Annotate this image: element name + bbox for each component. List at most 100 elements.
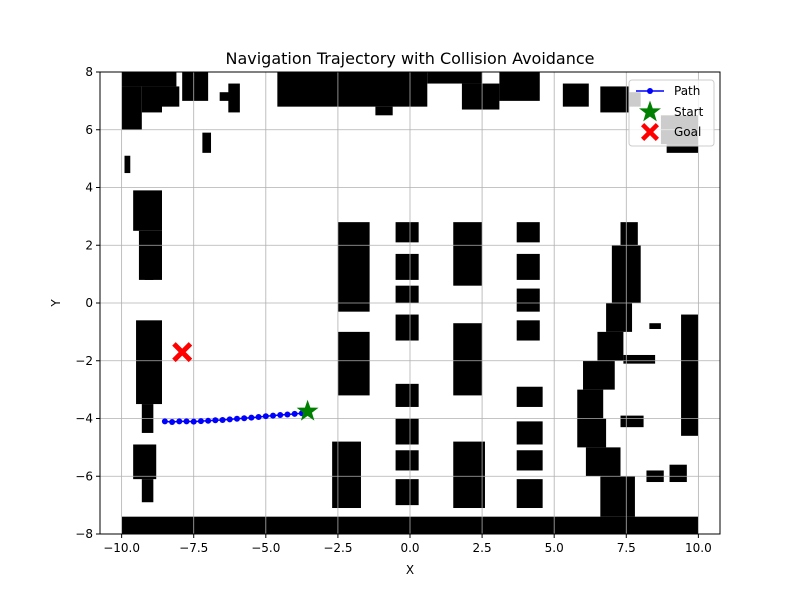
- obstacle-cell: [337, 222, 370, 312]
- obstacle-cell: [124, 155, 131, 174]
- x-tick-label: −10.0: [103, 541, 140, 555]
- legend-path-label: Path: [674, 84, 700, 98]
- obstacle-cell: [516, 222, 540, 243]
- obstacle-cell: [516, 320, 540, 341]
- obstacle-cell: [202, 132, 212, 153]
- y-tick-label: 4: [85, 181, 93, 195]
- obstacle-cell: [453, 323, 483, 396]
- y-tick-label: −2: [75, 354, 93, 368]
- path-point: [255, 414, 262, 421]
- legend-start-label: Start: [674, 105, 704, 119]
- obstacle-cell: [597, 331, 624, 361]
- obstacle-cell: [600, 476, 635, 517]
- axis-ticks: −10.0 −7.5 −5.0 −2.5 0.0 2.5 5.0 7.5 10.0 −8 −6 −4 −…: [75, 65, 711, 555]
- obstacle-cell: [182, 72, 209, 101]
- obstacle-cell: [395, 450, 419, 471]
- obstacle-cell: [620, 415, 644, 428]
- obstacle-cell: [577, 418, 607, 448]
- path-series: [161, 408, 310, 425]
- path-point: [248, 414, 255, 421]
- path-point: [262, 413, 269, 420]
- path-point: [233, 415, 240, 422]
- path-point: [169, 418, 176, 425]
- obstacle-cell: [332, 441, 361, 509]
- x-tick-label: 10.0: [685, 541, 712, 555]
- obstacle-cell: [395, 479, 419, 506]
- path-point: [183, 418, 190, 425]
- x-tick-label: 0.0: [400, 541, 419, 555]
- obstacle-cell: [453, 441, 485, 509]
- legend: Path Start Goal: [628, 79, 715, 147]
- x-tick-label: 7.5: [617, 541, 636, 555]
- obstacle-cell: [499, 72, 540, 101]
- obstacle-cell: [516, 386, 543, 407]
- obstacle-cell: [133, 444, 157, 480]
- obstacle-cell: [228, 83, 240, 113]
- obstacle-cell: [606, 303, 633, 332]
- goal-marker: [172, 342, 193, 363]
- start-marker: [296, 399, 319, 421]
- y-tick-label: −8: [75, 527, 93, 541]
- obstacle-cell: [600, 86, 630, 113]
- obstacle-cell: [427, 72, 483, 84]
- obstacle-cell: [375, 106, 393, 116]
- obstacle-cell: [516, 479, 543, 509]
- obstacle-cell: [395, 314, 419, 341]
- obstacle-cell: [453, 222, 483, 286]
- x-tick-label: −7.5: [179, 541, 208, 555]
- path-point: [219, 416, 226, 423]
- obstacle-cell: [577, 389, 604, 419]
- path-point: [176, 418, 183, 425]
- obstacle-cell: [395, 222, 419, 243]
- obstacle-cell: [138, 230, 162, 280]
- obstacle-cell: [516, 253, 540, 280]
- obstacle-cell: [136, 320, 162, 405]
- path-point: [277, 412, 284, 419]
- path-point: [212, 417, 219, 424]
- x-tick-label: 5.0: [545, 541, 564, 555]
- y-tick-label: 0: [85, 296, 93, 310]
- path-point: [270, 412, 277, 419]
- obstacle-cell: [620, 222, 638, 246]
- obstacle-cell: [516, 421, 543, 445]
- y-tick-label: −6: [75, 469, 93, 483]
- obstacle-cell: [461, 83, 500, 110]
- legend-goal-label: Goal: [674, 125, 701, 139]
- y-tick-label: 2: [85, 238, 93, 252]
- path-point: [284, 411, 291, 418]
- obstacle-cell: [669, 464, 687, 483]
- obstacle-cell: [337, 331, 370, 396]
- path-point: [226, 416, 233, 423]
- obstacle-cell: [649, 323, 661, 329]
- path-point: [205, 417, 212, 424]
- obstacle-cell: [583, 360, 615, 390]
- path-point: [241, 415, 248, 422]
- obstacle-cell: [562, 83, 589, 107]
- obstacle-cell: [121, 86, 142, 130]
- obstacle-cell: [141, 86, 162, 113]
- grid: [100, 71, 720, 535]
- legend-start-marker: [639, 100, 661, 122]
- obstacle-cell: [395, 418, 419, 445]
- obstacle-cell: [219, 92, 232, 101]
- obstacle-cell: [623, 354, 656, 364]
- x-tick-label: 2.5: [473, 541, 492, 555]
- obstacle-cell: [162, 86, 180, 107]
- obstacle-cell: [395, 285, 419, 303]
- obstacle-cell: [144, 277, 154, 280]
- obstacle-cell: [141, 479, 154, 503]
- obstacle-cell: [395, 253, 419, 280]
- obstacle-cell: [516, 288, 540, 312]
- y-tick-label: −4: [75, 412, 93, 426]
- markers: [172, 342, 319, 421]
- y-axis-label: Y: [49, 299, 63, 308]
- x-tick-label: −2.5: [323, 541, 352, 555]
- obstacle-cell: [666, 144, 699, 153]
- x-tick-label: −5.0: [251, 541, 280, 555]
- obstacle-cell: [121, 72, 177, 87]
- y-tick-label: 6: [85, 123, 93, 137]
- obstacle-cell: [585, 447, 621, 477]
- obstacle-cell: [681, 314, 699, 436]
- obstacle-cell: [277, 72, 428, 107]
